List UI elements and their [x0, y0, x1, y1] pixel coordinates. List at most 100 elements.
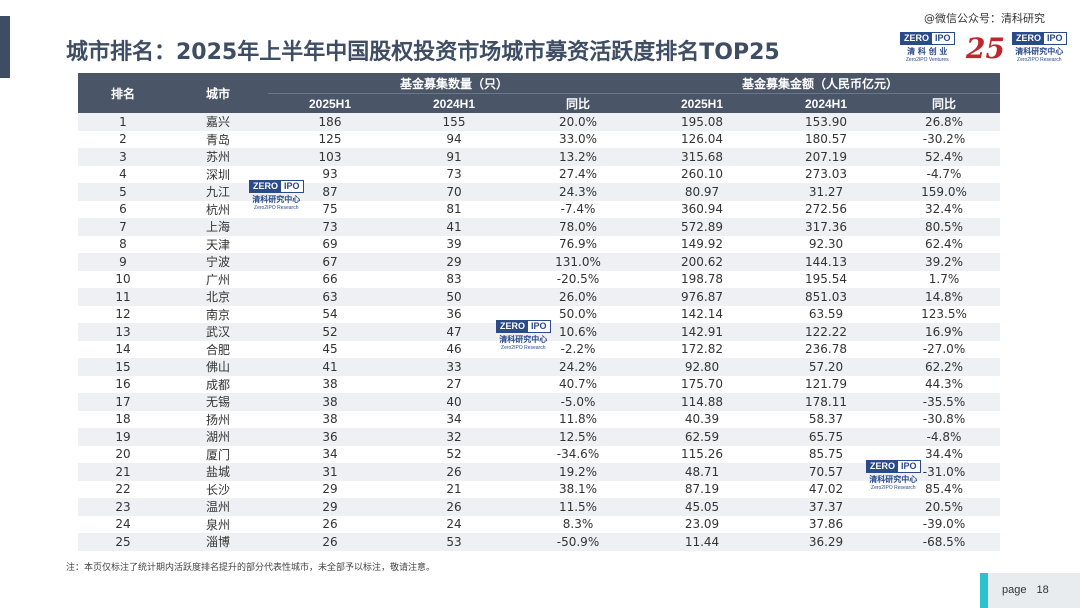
wechat-source: @微信公众号：清科研究: [924, 12, 1045, 25]
amount-yoy-cell: -30.2%: [888, 130, 1000, 148]
amount-2024-cell: 178.11: [764, 393, 888, 411]
amount-2025-cell: 149.92: [640, 235, 764, 253]
count-2024-cell: 50: [392, 288, 516, 306]
rank-cell: 3: [78, 148, 168, 166]
amount-yoy-cell: 14.8%: [888, 288, 1000, 306]
amount-2025-cell: 23.09: [640, 515, 764, 533]
amount-2025-cell: 200.62: [640, 253, 764, 271]
count-2024-cell: 32: [392, 428, 516, 446]
count-yoy-cell: 20.0%: [516, 113, 640, 131]
rank-cell: 22: [78, 480, 179, 498]
count-yoy-cell: 26.0%: [516, 288, 640, 306]
anniversary-25-logo: 25: [966, 32, 1005, 65]
rank-cell: 14: [78, 340, 168, 358]
amount-2024-cell: 47.02: [764, 480, 888, 498]
city-cell: 无锡: [168, 393, 268, 411]
page-indicator: page 18: [980, 573, 1080, 608]
rank-cell: 20: [78, 445, 168, 463]
amount-2024-cell: 37.37: [764, 498, 888, 516]
amount-2025-cell: 142.14: [640, 305, 764, 323]
page-title: 城市排名：2025年上半年中国股权投资市场城市募资活跃度排名TOP25: [66, 40, 780, 65]
count-2024-cell: 27: [392, 375, 516, 393]
header-rank: 排名: [110, 86, 135, 101]
table-header: 排名 城市 基金募集数量（只） 基金募集金额（人民币亿元） 2025H1 202…: [78, 73, 1000, 113]
count-2025-cell: 36: [268, 428, 392, 446]
count-yoy-cell: 27.4%: [516, 165, 640, 183]
count-2024-cell: 94: [392, 130, 516, 148]
amount-2025-cell: 315.68: [640, 148, 764, 166]
count-2024-cell: 91: [392, 148, 516, 166]
count-yoy-cell: 19.2%: [516, 463, 640, 481]
count-yoy-cell: -2.2%: [516, 340, 640, 358]
amount-2025-cell: 198.78: [640, 270, 764, 288]
count-2025-cell: 73: [268, 218, 392, 236]
count-yoy-cell: 24.3%: [516, 183, 640, 201]
count-yoy-cell: 13.2%: [516, 148, 640, 166]
city-cell: 盐城: [168, 463, 268, 481]
header-amount-2025: 2025H1: [640, 93, 764, 113]
count-2024-cell: 36: [392, 305, 516, 323]
rank-cell: 5: [78, 183, 168, 201]
amount-2024-cell: 195.54: [764, 270, 888, 288]
count-2024-cell: 21: [392, 480, 516, 498]
count-2024-cell: 39: [392, 235, 516, 253]
amount-yoy-cell: 44.3%: [888, 375, 1000, 393]
count-yoy-cell: -50.9%: [516, 533, 640, 551]
count-2024-cell: 34: [392, 410, 516, 428]
count-2025-cell: 125: [268, 130, 392, 148]
count-2025-cell: 63: [268, 288, 392, 306]
city-cell: 深圳: [168, 165, 268, 183]
count-2025-cell: 38: [268, 410, 392, 428]
city-cell: 上海: [168, 218, 268, 236]
rank-cell: 7: [78, 218, 179, 236]
city-cell: 淄博: [168, 533, 268, 551]
amount-yoy-cell: 85.4%: [888, 480, 1000, 498]
city-cell: 长沙: [168, 480, 268, 498]
city-cell: 广州: [168, 270, 268, 288]
rank-cell: 4: [78, 165, 168, 183]
amount-2025-cell: 45.05: [640, 498, 764, 516]
count-yoy-cell: -34.6%: [516, 445, 640, 463]
rank-cell: 19: [78, 428, 168, 446]
amount-2024-cell: 57.20: [764, 358, 888, 376]
amount-2024-cell: 207.19: [764, 148, 888, 166]
city-cell: 合肥: [168, 340, 268, 358]
watermark-logo: ZERO IPO 清科研究中心 Zero2IPO Research: [866, 460, 921, 491]
amount-yoy-cell: 34.4%: [888, 445, 1000, 463]
rank-cell: 9: [78, 253, 179, 271]
count-2025-cell: 66: [268, 270, 392, 288]
amount-2024-cell: 92.30: [764, 235, 888, 253]
rank-cell: 25: [78, 533, 168, 551]
amount-2025-cell: 976.87: [640, 288, 764, 306]
count-yoy-cell: 131.0%: [516, 253, 640, 271]
count-yoy-cell: 40.7%: [516, 375, 640, 393]
page-accent-bar: [980, 573, 988, 608]
city-cell: 厦门: [168, 445, 268, 463]
count-yoy-cell: -5.0%: [516, 393, 640, 411]
rank-cell: 6: [78, 200, 168, 218]
amount-yoy-cell: -30.8%: [888, 410, 1000, 428]
count-2025-cell: 34: [268, 445, 392, 463]
amount-2024-cell: 31.27: [764, 183, 888, 201]
table-body: 1 嘉兴 186 155 20.0% 195.08 153.90 26.8% 2 青岛 125 94 3…: [78, 113, 1000, 551]
city-cell: 佛山: [168, 358, 268, 376]
city-cell: 南京: [168, 305, 268, 323]
count-2024-cell: 70: [392, 183, 516, 201]
zero2ipo-research-logo: ZERO IPO 清科研究中心 Zero2IPO Research: [1012, 32, 1067, 63]
rank-cell: 1: [78, 113, 168, 131]
amount-2024-cell: 121.79: [764, 375, 888, 393]
count-yoy-cell: 78.0%: [516, 218, 640, 236]
amount-2024-cell: 70.57: [764, 463, 888, 481]
count-2024-cell: 26: [392, 498, 516, 516]
amount-2024-cell: 65.75: [764, 428, 888, 446]
city-cell: 嘉兴: [168, 113, 268, 131]
count-2025-cell: 93: [268, 165, 392, 183]
amount-yoy-cell: 39.2%: [888, 253, 1000, 271]
page-label: page: [1002, 584, 1027, 596]
rank-cell: 21: [78, 463, 168, 481]
page-number: 18: [1036, 584, 1049, 596]
header-count-yoy: 同比: [516, 93, 640, 113]
amount-yoy-cell: -39.0%: [888, 515, 1000, 533]
rank-cell: 10: [78, 270, 168, 288]
amount-2025-cell: 62.59: [640, 428, 764, 446]
